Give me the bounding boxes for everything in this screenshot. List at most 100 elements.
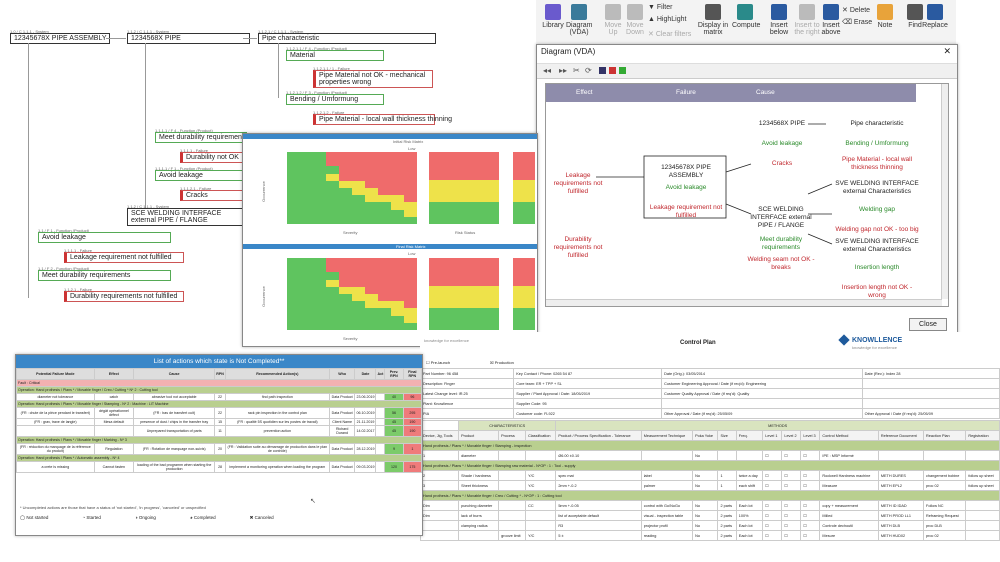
level-checkbox[interactable]: ☐ — [800, 480, 821, 491]
action-row[interactable]: (FR : réduction du marquage de la référe… — [16, 443, 423, 455]
tree-node-bending-failure[interactable]: Pipe Material - local wall thickness thi… — [313, 114, 452, 125]
operation-row[interactable]: Operation: Hand prothesis / Plans * / Mo… — [16, 436, 422, 444]
pipechar-failure[interactable]: Pipe Material - local wall thickness thi… — [841, 156, 913, 171]
cp-row[interactable]: Dim punching diameter CC 5mm +-0.05 control … — [419, 500, 1000, 511]
cp-row[interactable]: groove limit Y/C 5 ± reading No 2 parts Each l… — [419, 530, 1000, 541]
action-row[interactable]: (FR : chute de la pièce pendant le trans… — [16, 407, 423, 419]
level-checkbox[interactable]: ☐ — [762, 510, 783, 521]
diagram-button[interactable]: Diagram (VDA) — [566, 4, 592, 36]
pipe-function[interactable]: Avoid leakage — [761, 140, 803, 147]
action-row[interactable]: Unprepared transportation of parts 11 prev… — [16, 425, 423, 437]
sce-node[interactable]: SCE WELDING INTERFACE external PIPE / FL… — [750, 206, 812, 229]
pipe-failure[interactable]: Cracks — [771, 160, 793, 167]
level-checkbox[interactable]: ☐ — [800, 470, 821, 481]
tree-node-root[interactable]: 12345678X PIPE ASSEMBLY — [10, 33, 110, 44]
tree-node-material[interactable]: Material — [286, 50, 384, 61]
action-row[interactable]: diameter not tolerance catch abrasive tool… — [16, 393, 423, 401]
level-checkbox[interactable]: ☐ — [762, 500, 783, 511]
sve2-function[interactable]: Insertion length — [854, 264, 900, 271]
level-checkbox[interactable]: ☐ — [800, 530, 821, 541]
level-checkbox[interactable]: ☐ — [800, 520, 821, 531]
tree-node-meet-durability[interactable]: Meet durability requirements — [38, 270, 171, 281]
level-checkbox[interactable]: ☐ — [800, 510, 821, 521]
center-function[interactable]: Avoid leakage — [665, 184, 707, 191]
tree-node-leak-failure[interactable]: Leakage requirement not fulfilled — [64, 252, 184, 263]
find-button[interactable]: Find — [902, 4, 928, 29]
note-button[interactable]: Note — [872, 4, 898, 29]
erase-button[interactable]: ⌫ Erase — [842, 18, 872, 26]
library-button[interactable]: Library — [540, 4, 566, 29]
operation-row[interactable]: Operation: Hand prothesis / Plans * / Au… — [16, 454, 422, 462]
horizontal-scrollbar[interactable] — [546, 299, 942, 306]
effect-durability[interactable]: Durability requirements not fulfilled — [553, 236, 603, 259]
level-checkbox[interactable]: ☐ — [781, 480, 802, 491]
tree-node-bending[interactable]: Bending / Umformung — [286, 94, 384, 105]
tree-node-avoid-leakage-2[interactable]: Avoid leakage — [38, 232, 171, 243]
sve1-failure[interactable]: Welding gap not OK - too big — [835, 226, 919, 233]
back-icon[interactable]: ◂◂ — [543, 66, 552, 75]
matrix-button[interactable]: Display in matrix — [696, 4, 730, 36]
cp-row[interactable]: 3 Sheet thickness Y/C 2mm +-0.2 palmer No 1 eac… — [419, 480, 1000, 491]
clear-filters-button[interactable]: ✕ Clear filters — [648, 30, 691, 38]
level-checkbox[interactable]: ☐ — [781, 520, 802, 531]
sve1-node[interactable]: SVE WELDING INTERFACE external Character… — [835, 180, 919, 195]
level-checkbox[interactable]: ☐ — [781, 470, 802, 481]
level-checkbox[interactable]: ☐ — [800, 500, 821, 511]
move-down-button[interactable]: Move Down — [622, 4, 648, 36]
level-checkbox[interactable]: ☐ — [781, 500, 802, 511]
level-checkbox[interactable]: ☐ — [781, 530, 802, 541]
delete-button[interactable]: ✕ Delete — [842, 6, 870, 14]
sce-function[interactable]: Meet durability requirements — [759, 236, 803, 251]
operation-row[interactable]: Operation: Hand prothesis / Plans * / Mo… — [16, 400, 422, 408]
insert-right-button[interactable]: Insert to the right — [790, 4, 824, 36]
tree-node-sce[interactable]: SCE WELDING INTERFACE external PIPE / FL… — [127, 208, 247, 226]
refresh-icon[interactable]: ⟳ — [585, 66, 592, 75]
compute-button[interactable]: Compute — [732, 4, 760, 29]
center-failure[interactable]: Leakage requirement not fulfilled — [649, 204, 723, 219]
color-green-icon[interactable] — [619, 67, 626, 74]
tree-node-cracks[interactable]: Cracks — [180, 190, 246, 201]
level-checkbox[interactable]: ☐ — [762, 450, 783, 461]
tree-node-durability-nok[interactable]: Durability not OK — [180, 152, 246, 163]
cp-section-row[interactable]: Hand prothesis / Plans * / Movable finge… — [420, 490, 1000, 501]
tree-node-pipe-char[interactable]: Pipe characteristic — [258, 33, 436, 44]
center-title[interactable]: 12345678X PIPE ASSEMBLY — [661, 164, 711, 179]
cp-row[interactable]: 2 Shade / hardness Y/C spec mat label No 1 twic… — [419, 470, 1000, 481]
level-checkbox[interactable]: ☐ — [781, 450, 802, 461]
sce-failure[interactable]: Welding seam not OK - breaks — [747, 256, 815, 271]
move-up-button[interactable]: Move Up — [600, 4, 626, 36]
level-checkbox[interactable]: ☐ — [762, 530, 783, 541]
sve1-function[interactable]: Welding gap — [858, 206, 896, 213]
cp-section-row[interactable]: Hand prothesis / Plans * / Movable finge… — [420, 460, 1000, 471]
action-row[interactable]: a crete is missing Cannot fasten loading o… — [16, 461, 423, 473]
pipe-node[interactable]: 1234568X PIPE — [758, 120, 806, 127]
level-checkbox[interactable]: ☐ — [800, 450, 821, 461]
tree-node-durability[interactable]: Meet durability requirements — [155, 132, 247, 143]
operation-row[interactable]: Operation: Hand prothesis / Plans * / Mo… — [16, 386, 422, 394]
filter-button[interactable]: ▼ Filter — [648, 4, 672, 11]
cp-row[interactable]: 1 diameter Ø6.00 ±0.10 No ☐ ☐ ☐ IPE : MSP Infor… — [419, 450, 1000, 461]
replace-button[interactable]: Replace — [922, 4, 948, 29]
close-icon[interactable]: ✕ — [943, 46, 951, 56]
cp-row[interactable]: Dim lack of burrs list of acceptable defau… — [419, 510, 1000, 521]
insert-below-button[interactable]: Insert below — [766, 4, 792, 36]
tree-node-avoid-leakage[interactable]: Avoid leakage — [155, 170, 247, 181]
highlight-button[interactable]: ▲ HighLight — [648, 16, 686, 23]
level-checkbox[interactable]: ☐ — [762, 470, 783, 481]
level-checkbox[interactable]: ☐ — [762, 480, 783, 491]
tree-node-durability-failure[interactable]: Durability requirements not fulfilled — [64, 291, 184, 302]
layout-icon[interactable] — [599, 67, 606, 74]
effect-leakage[interactable]: Leakage requirements not fulfilled — [553, 172, 603, 195]
action-row[interactable]: (FR : grav, traxe de langle) Mesa default… — [16, 418, 423, 426]
tree-node-material-failure[interactable]: Pipe Material not OK - mechanical proper… — [313, 70, 433, 88]
cp-row[interactable]: clamping radius R3 projector profil No 2 par… — [419, 520, 1000, 531]
production-option[interactable]: ☒ Production — [490, 360, 514, 365]
pipechar-function[interactable]: Bending / Umformung — [845, 140, 909, 147]
cut-icon[interactable]: ✂ — [573, 66, 580, 75]
level-checkbox[interactable]: ☐ — [762, 520, 783, 531]
close-button[interactable]: Close — [909, 318, 947, 331]
level-checkbox[interactable]: ☐ — [781, 510, 802, 521]
pipechar-node[interactable]: Pipe characteristic — [850, 120, 904, 127]
cp-section-row[interactable]: Hand prothesis / Plans * / Movable finge… — [420, 440, 1000, 451]
prelaunch-option[interactable]: ☐ Pre-launch — [426, 360, 451, 365]
